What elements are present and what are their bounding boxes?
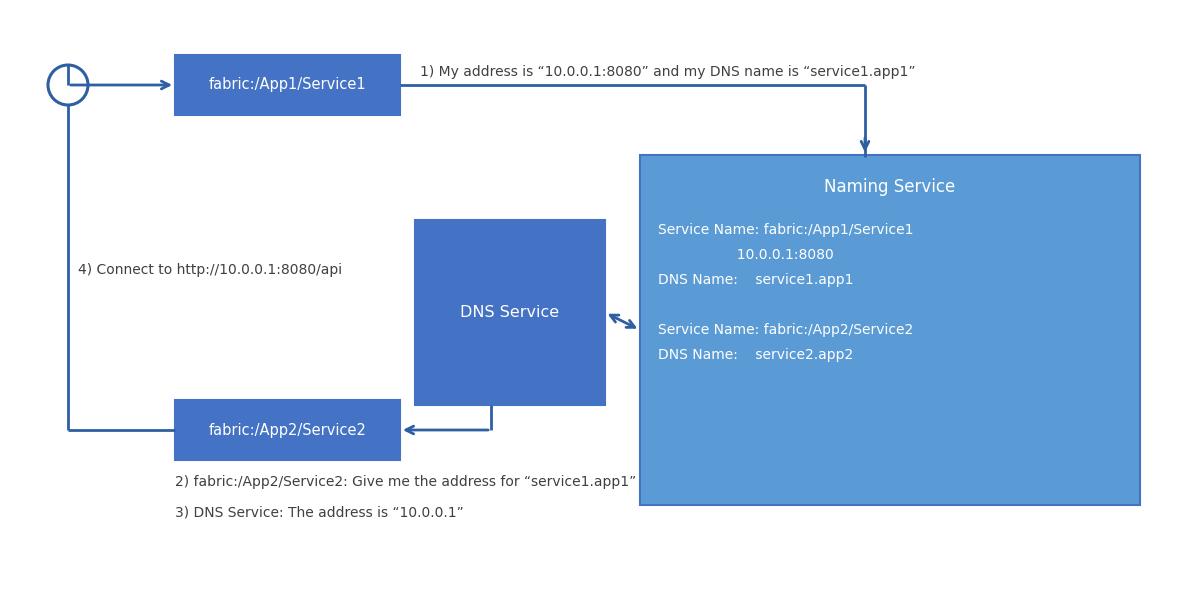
Text: 3) DNS Service: The address is “10.0.0.1”: 3) DNS Service: The address is “10.0.0.1… xyxy=(175,505,463,519)
Text: Service Name: fabric:/App2/Service2: Service Name: fabric:/App2/Service2 xyxy=(658,323,913,337)
Text: 1) My address is “10.0.0.1:8080” and my DNS name is “service1.app1”: 1) My address is “10.0.0.1:8080” and my … xyxy=(420,65,916,79)
Text: DNS Name:    service2.app2: DNS Name: service2.app2 xyxy=(658,348,853,362)
Text: Naming Service: Naming Service xyxy=(824,178,955,196)
Text: 2) fabric:/App2/Service2: Give me the address for “service1.app1”: 2) fabric:/App2/Service2: Give me the ad… xyxy=(175,475,636,489)
Text: Service Name: fabric:/App1/Service1: Service Name: fabric:/App1/Service1 xyxy=(658,223,913,237)
Text: fabric:/App1/Service1: fabric:/App1/Service1 xyxy=(209,78,366,92)
FancyBboxPatch shape xyxy=(640,155,1140,505)
Text: DNS Service: DNS Service xyxy=(461,305,559,320)
FancyBboxPatch shape xyxy=(175,400,400,460)
Text: 10.0.0.1:8080: 10.0.0.1:8080 xyxy=(658,248,834,262)
FancyBboxPatch shape xyxy=(175,55,400,115)
FancyBboxPatch shape xyxy=(415,220,605,405)
Text: DNS Name:    service1.app1: DNS Name: service1.app1 xyxy=(658,273,853,287)
Text: fabric:/App2/Service2: fabric:/App2/Service2 xyxy=(209,423,366,438)
Text: 4) Connect to http://10.0.0.1:8080/api: 4) Connect to http://10.0.0.1:8080/api xyxy=(78,263,342,277)
